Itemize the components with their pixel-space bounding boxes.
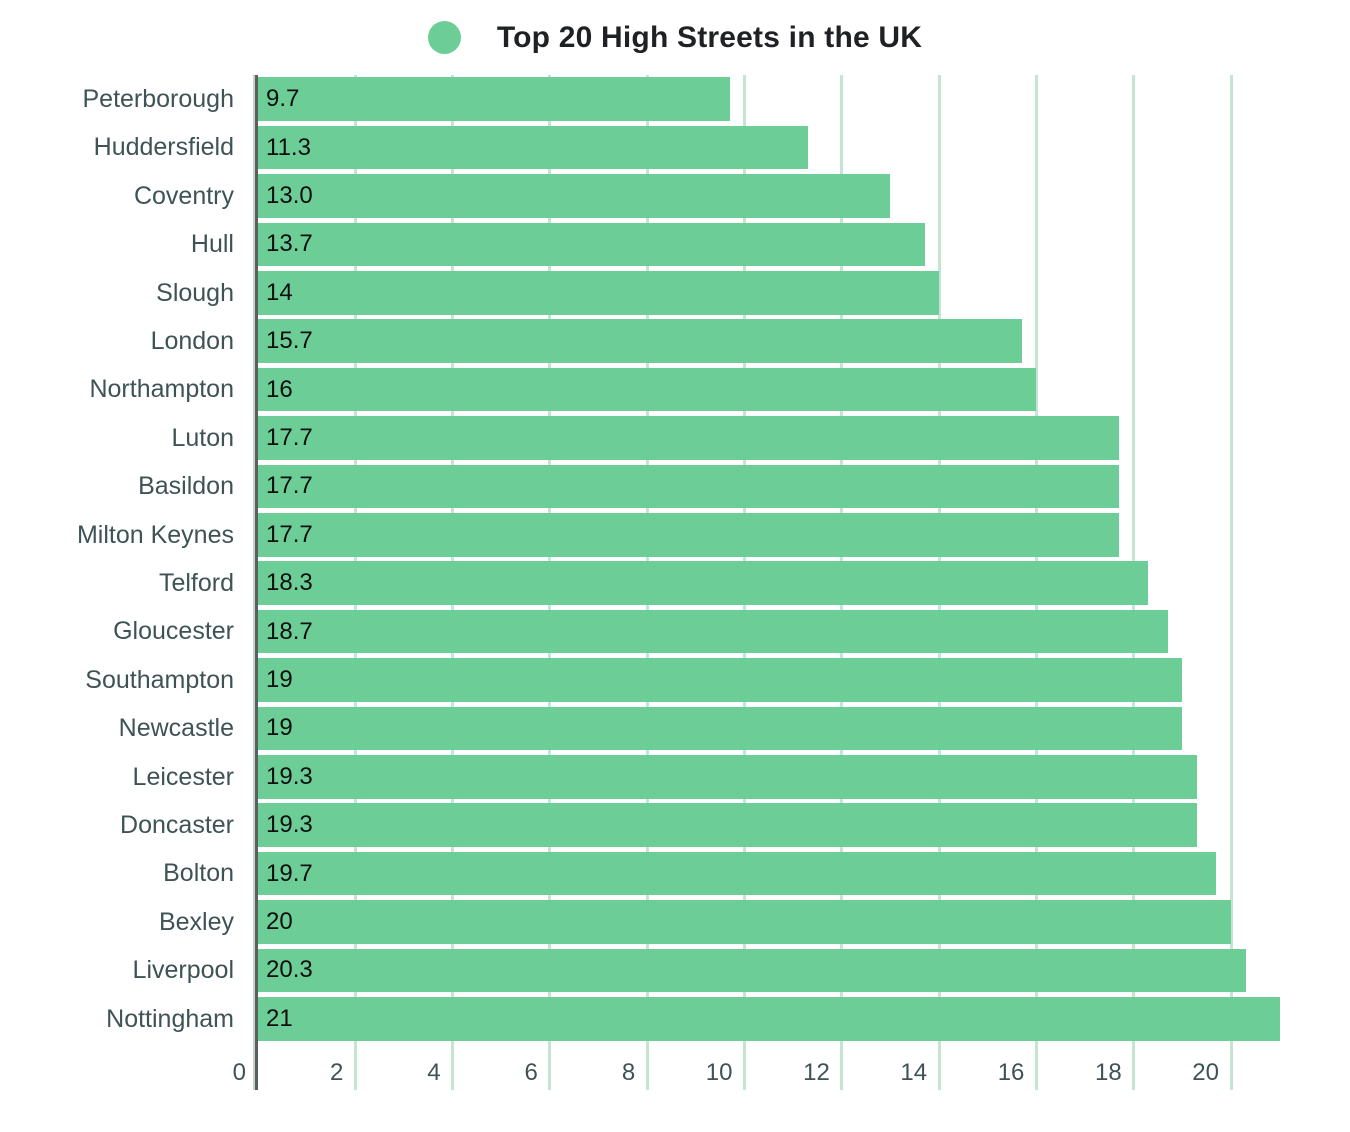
category-label: Leicester <box>132 762 234 791</box>
x-axis-tick-label: 14 <box>900 1059 928 1086</box>
bar-value-label: 16 <box>266 375 293 403</box>
y-axis-line <box>255 75 258 1090</box>
category-label: Northampton <box>89 375 234 404</box>
category-label: Gloucester <box>113 617 234 646</box>
bar-value-label: 15.7 <box>266 327 313 355</box>
chart-header: Top 20 High Streets in the UK <box>0 0 1350 75</box>
bar[interactable]: 19.3 <box>258 755 1197 799</box>
bar[interactable]: 21 <box>258 997 1280 1041</box>
bar[interactable]: 20.3 <box>258 948 1246 993</box>
category-label: Liverpool <box>132 956 234 985</box>
bar-value-label: 18.7 <box>266 617 313 645</box>
category-label: Basildon <box>138 472 234 501</box>
x-axis-tick-label: 10 <box>705 1059 733 1086</box>
bar-value-label: 17.7 <box>266 472 313 500</box>
bar-value-label: 19.3 <box>266 811 313 839</box>
bar-value-label: 21 <box>266 1004 293 1032</box>
bar-value-label: 13.7 <box>266 230 313 258</box>
bar[interactable]: 9.7 <box>258 77 730 121</box>
category-label: Telford <box>158 569 234 597</box>
x-axis-tick-label: 20 <box>1192 1059 1219 1086</box>
x-axis-tick-label: 2 <box>329 1059 344 1086</box>
bar[interactable]: 13.0 <box>258 174 891 218</box>
chart-title: Top 20 High Streets in the UK <box>496 20 923 54</box>
category-label: Luton <box>171 423 234 452</box>
bar-value-label: 14 <box>266 278 293 306</box>
bar[interactable]: 13.7 <box>258 222 925 267</box>
bar[interactable]: 19 <box>258 658 1183 702</box>
bar-value-label: 18.3 <box>266 569 313 597</box>
x-axis-tick-label: 12 <box>803 1059 830 1086</box>
bar[interactable]: 17.7 <box>258 513 1120 557</box>
bar-value-label: 19 <box>266 665 293 693</box>
bar-value-label: 19 <box>266 714 293 742</box>
category-label: Bolton <box>163 859 234 888</box>
x-axis-tick-label: 8 <box>621 1059 636 1086</box>
bar[interactable]: 11.3 <box>258 125 808 170</box>
category-label: Southampton <box>85 665 234 694</box>
category-label: Coventry <box>133 181 234 210</box>
x-axis-tick-label: 18 <box>1094 1059 1122 1086</box>
bar[interactable]: 18.7 <box>258 609 1168 654</box>
category-label: Peterborough <box>82 85 234 113</box>
category-label: Bexley <box>158 907 234 936</box>
category-label: Hull <box>190 230 234 259</box>
bar-value-label: 13.0 <box>266 181 313 209</box>
gridline <box>1229 75 1233 1090</box>
bar[interactable]: 18.3 <box>258 561 1149 605</box>
bar[interactable]: 19.7 <box>258 851 1217 896</box>
category-label: Doncaster <box>120 811 234 839</box>
bar[interactable]: 15.7 <box>258 319 1022 363</box>
category-label: Nottingham <box>106 1004 234 1033</box>
category-label: Huddersfield <box>93 133 234 162</box>
category-label: Newcastle <box>118 714 234 743</box>
bar-value-label: 19.3 <box>266 762 313 790</box>
x-axis-tick-label: 6 <box>524 1059 538 1086</box>
category-label: Slough <box>156 278 234 307</box>
bar-value-label: 11.3 <box>266 133 311 161</box>
category-label: London <box>150 327 234 355</box>
bar-value-label: 20.3 <box>266 956 313 984</box>
x-axis-tick-label: 4 <box>427 1059 441 1086</box>
bar-value-label: 17.7 <box>266 423 313 451</box>
bar[interactable]: 19.3 <box>258 803 1197 847</box>
series-legend-dot-icon <box>427 21 461 54</box>
x-axis-tick-label: 0 <box>232 1059 246 1086</box>
x-axis-tick-label: 16 <box>997 1059 1025 1086</box>
bar[interactable]: 17.7 <box>258 416 1120 460</box>
bar[interactable]: 17.7 <box>258 464 1120 509</box>
bar[interactable]: 19 <box>258 706 1183 751</box>
bar-value-label: 20 <box>266 907 293 935</box>
bar[interactable]: 16 <box>258 367 1037 412</box>
bar[interactable]: 20 <box>258 900 1231 944</box>
bar-value-label: 17.7 <box>266 520 313 548</box>
category-label: Milton Keynes <box>76 520 234 549</box>
bar-value-label: 19.7 <box>266 859 313 887</box>
bar-value-label: 9.7 <box>266 85 300 113</box>
bar[interactable]: 14 <box>258 271 940 315</box>
